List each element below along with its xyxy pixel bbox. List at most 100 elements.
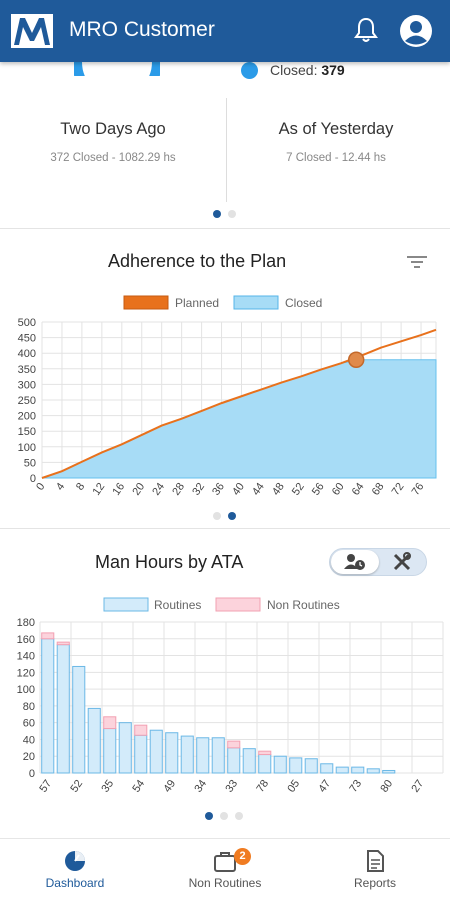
x-tick-label: 05 [285, 778, 302, 795]
planned-line [41, 328, 437, 479]
bell-icon[interactable] [352, 16, 380, 44]
bar-routines [227, 747, 241, 774]
bar-routines [273, 755, 287, 774]
bar-routines [335, 766, 349, 774]
summary-subtitle: 7 Closed - 12.44 hs [286, 152, 386, 164]
x-tick-label: 60 [330, 481, 347, 498]
closed-donut-chart [74, 62, 160, 76]
nav-non-routines[interactable]: 2 Non Routines [150, 839, 300, 900]
dashboard-icon [65, 851, 85, 871]
x-tick-label: 44 [250, 481, 267, 498]
y-tick-label: 60 [23, 718, 35, 730]
closed-legend: Closed: 379 [270, 62, 345, 78]
reports-icon [367, 850, 384, 872]
page-dot[interactable] [235, 812, 243, 820]
bar-non-routines [227, 740, 241, 749]
user-avatar-icon[interactable] [399, 14, 433, 48]
x-tick-label: 34 [192, 778, 209, 795]
current-point-marker [347, 351, 365, 369]
y-tick-label: 150 [18, 426, 36, 438]
bar-non-routines [134, 724, 148, 736]
bar-routines [118, 722, 132, 774]
non-routines-badge: 2 [234, 848, 251, 865]
filter-icon[interactable] [406, 254, 428, 270]
x-tick-label: 57 [37, 778, 54, 795]
bar-non-routines [103, 716, 117, 730]
x-tick-label: 48 [270, 481, 287, 498]
closed-value: 379 [321, 62, 345, 78]
y-tick-label: 350 [18, 364, 36, 376]
bar-routines [180, 735, 194, 774]
app-header: MRO Customer [0, 0, 450, 62]
x-tick-label: 40 [230, 481, 247, 498]
bar-routines [304, 758, 318, 774]
section-divider [0, 528, 450, 529]
bar-routines [87, 707, 101, 774]
y-tick-label: 160 [17, 634, 35, 646]
non-routines-icon [214, 852, 236, 872]
toggle-tools[interactable] [378, 550, 426, 574]
x-tick-label: 33 [223, 778, 240, 795]
x-tick-label: 78 [254, 778, 271, 795]
bar-routines [149, 729, 163, 774]
bar-non-routines [56, 641, 70, 646]
y-tick-label: 250 [18, 395, 36, 407]
x-tick-label: 76 [410, 481, 427, 498]
man-hours-pagination [205, 812, 243, 820]
nav-dashboard[interactable]: Dashboard [0, 839, 150, 900]
legend-label-routines: Routines [154, 598, 201, 612]
closed-legend-dot [241, 62, 258, 79]
x-tick-label: 24 [150, 481, 167, 498]
man-hours-title: Man Hours by ATA [95, 552, 244, 572]
y-tick-label: 120 [17, 667, 35, 679]
summary-divider [226, 98, 227, 202]
y-tick-label: 50 [24, 457, 36, 469]
adherence-chart: Planned Closed050100150200250300350400450… [18, 295, 437, 498]
page-dot[interactable] [228, 210, 236, 218]
bar-routines [165, 732, 179, 774]
legend-swatch-planned [123, 295, 169, 310]
x-tick-label: 49 [161, 778, 178, 795]
x-tick-label: 16 [110, 481, 127, 498]
adherence-title: Adherence to the Plan [108, 251, 287, 271]
y-tick-label: 300 [18, 379, 36, 391]
toggle-user-clock[interactable] [331, 550, 379, 574]
page-dot[interactable] [213, 210, 221, 218]
legend-label-closed: Closed [285, 296, 322, 310]
nav-reports[interactable]: Reports [300, 839, 450, 900]
bottom-nav: Dashboard 2 Non Routines Reports [0, 838, 450, 900]
x-tick-label: 35 [99, 778, 116, 795]
bar-routines [211, 737, 225, 774]
y-tick-label: 200 [18, 411, 36, 423]
chart-legend: Planned Closed [123, 295, 322, 310]
closed-area [41, 359, 437, 479]
nav-label: Non Routines [188, 876, 262, 890]
bar-routines [196, 737, 210, 774]
page-dot[interactable] [220, 812, 228, 820]
x-tick-label: 64 [350, 481, 367, 498]
x-tick-label: 0 [34, 481, 47, 493]
legend-label-planned: Planned [175, 296, 219, 310]
y-tick-label: 100 [18, 442, 36, 454]
y-tick-label: 80 [23, 701, 35, 713]
bar-routines [366, 768, 380, 774]
section-divider [0, 228, 450, 229]
y-tick-label: 0 [30, 473, 36, 485]
closed-label: Closed: [270, 62, 318, 78]
bar-routines [103, 728, 117, 774]
page-dot[interactable] [213, 512, 221, 520]
x-tick-label: 52 [68, 778, 85, 795]
summary-as-of-yesterday: As of Yesterday 7 Closed - 12.44 hs [226, 120, 446, 164]
chart-legend: Routines Non Routines [103, 597, 340, 612]
bar-routines [41, 638, 55, 774]
adherence-pagination [213, 512, 236, 520]
page-dot[interactable] [228, 512, 236, 520]
summary-subtitle: 372 Closed - 1082.29 hs [50, 152, 176, 164]
x-tick-label: 8 [74, 481, 87, 493]
x-tick-label: 80 [378, 778, 395, 795]
y-tick-label: 40 [23, 734, 35, 746]
bar-routines [351, 766, 365, 774]
page-dot[interactable] [205, 812, 213, 820]
bar-routines [258, 754, 272, 774]
nav-label: Reports [353, 876, 397, 890]
